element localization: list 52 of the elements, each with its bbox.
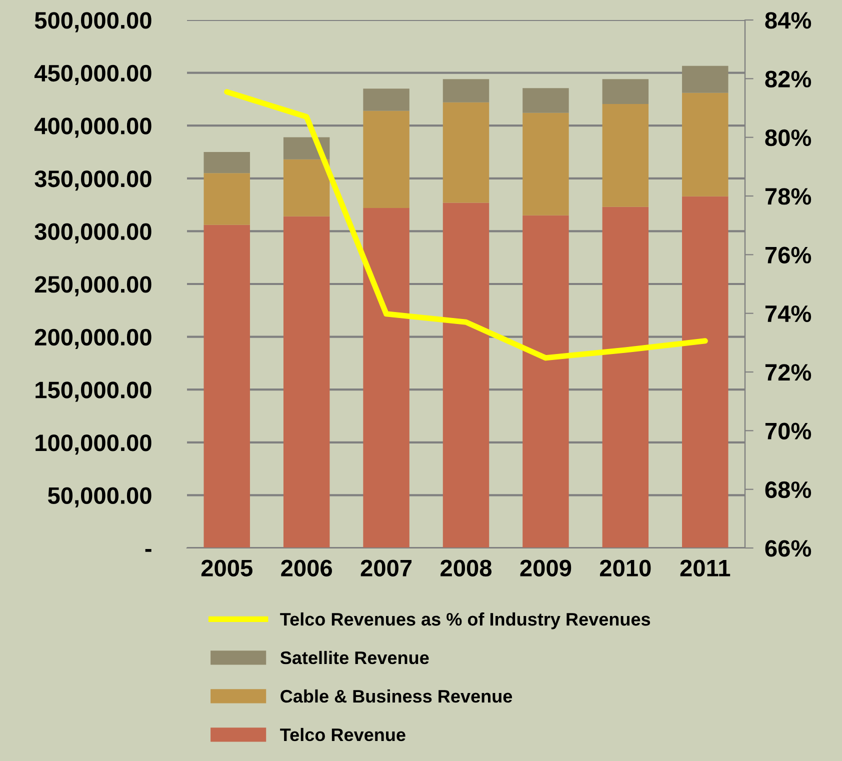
y2-tick-label: 70%: [765, 422, 812, 440]
bar: [682, 66, 728, 93]
bar: [522, 88, 569, 113]
bar: [442, 79, 490, 102]
legend-label: Telco Revenue: [280, 728, 406, 742]
y-tick-label: 250,000.00: [34, 276, 152, 296]
bar: [204, 173, 250, 225]
y-tick-label: 350,000.00: [34, 170, 152, 191]
x-tick-label: 2006: [281, 560, 332, 576]
bar: [442, 202, 490, 548]
y2-tick-label: 76%: [765, 246, 812, 264]
y-tick-label: 400,000.00: [34, 118, 152, 138]
y-tick-label: -: [145, 549, 152, 552]
bar: [283, 216, 330, 548]
bar: [602, 104, 649, 207]
bar: [682, 92, 728, 196]
y2-tick-label: 72%: [765, 364, 812, 381]
bar: [363, 88, 410, 111]
legend-label: Satellite Revenue: [280, 650, 429, 664]
y-tick-label: 450,000.00: [34, 64, 152, 86]
bar: [283, 159, 330, 216]
y-tick-label: 200,000.00: [34, 328, 152, 350]
y2-tick-label: 84%: [765, 12, 812, 29]
bar: [602, 206, 649, 548]
y2-tick-label: 78%: [765, 188, 812, 205]
y-tick-label: 150,000.00: [36, 382, 152, 402]
x-tick-label: 2009: [520, 560, 572, 576]
bar: [204, 152, 250, 174]
y2-tick-label: 82%: [765, 70, 812, 88]
x-tick-label: 2008: [440, 560, 492, 576]
bar: [442, 102, 490, 203]
y-tick-label: 300,000.00: [34, 223, 152, 244]
y-tick-label: 100,000.00: [36, 434, 152, 455]
bar: [204, 224, 250, 548]
legend-label: Telco Revenues as % of Industry Revenues: [280, 612, 650, 630]
x-tick-label: 2010: [600, 560, 651, 576]
bar: [363, 110, 410, 208]
legend-label: Cable & Business Revenue: [280, 689, 512, 703]
y-tick-label: 500,000.00: [34, 12, 152, 32]
y2-tick-label: 74%: [765, 305, 812, 322]
y2-tick-label: 68%: [765, 481, 812, 498]
y-tick-label: 50,000.00: [48, 487, 152, 508]
bar: [363, 208, 410, 548]
x-tick-label: 2005: [201, 560, 252, 576]
bar: [602, 79, 649, 104]
x-tick-label: 2011: [680, 560, 730, 576]
bar: [682, 196, 728, 548]
bar: [522, 215, 569, 548]
y2-tick-label: 66%: [765, 540, 812, 557]
bar: [522, 112, 569, 216]
y2-tick-label: 80%: [765, 129, 812, 146]
x-tick-label: 2007: [360, 560, 412, 576]
